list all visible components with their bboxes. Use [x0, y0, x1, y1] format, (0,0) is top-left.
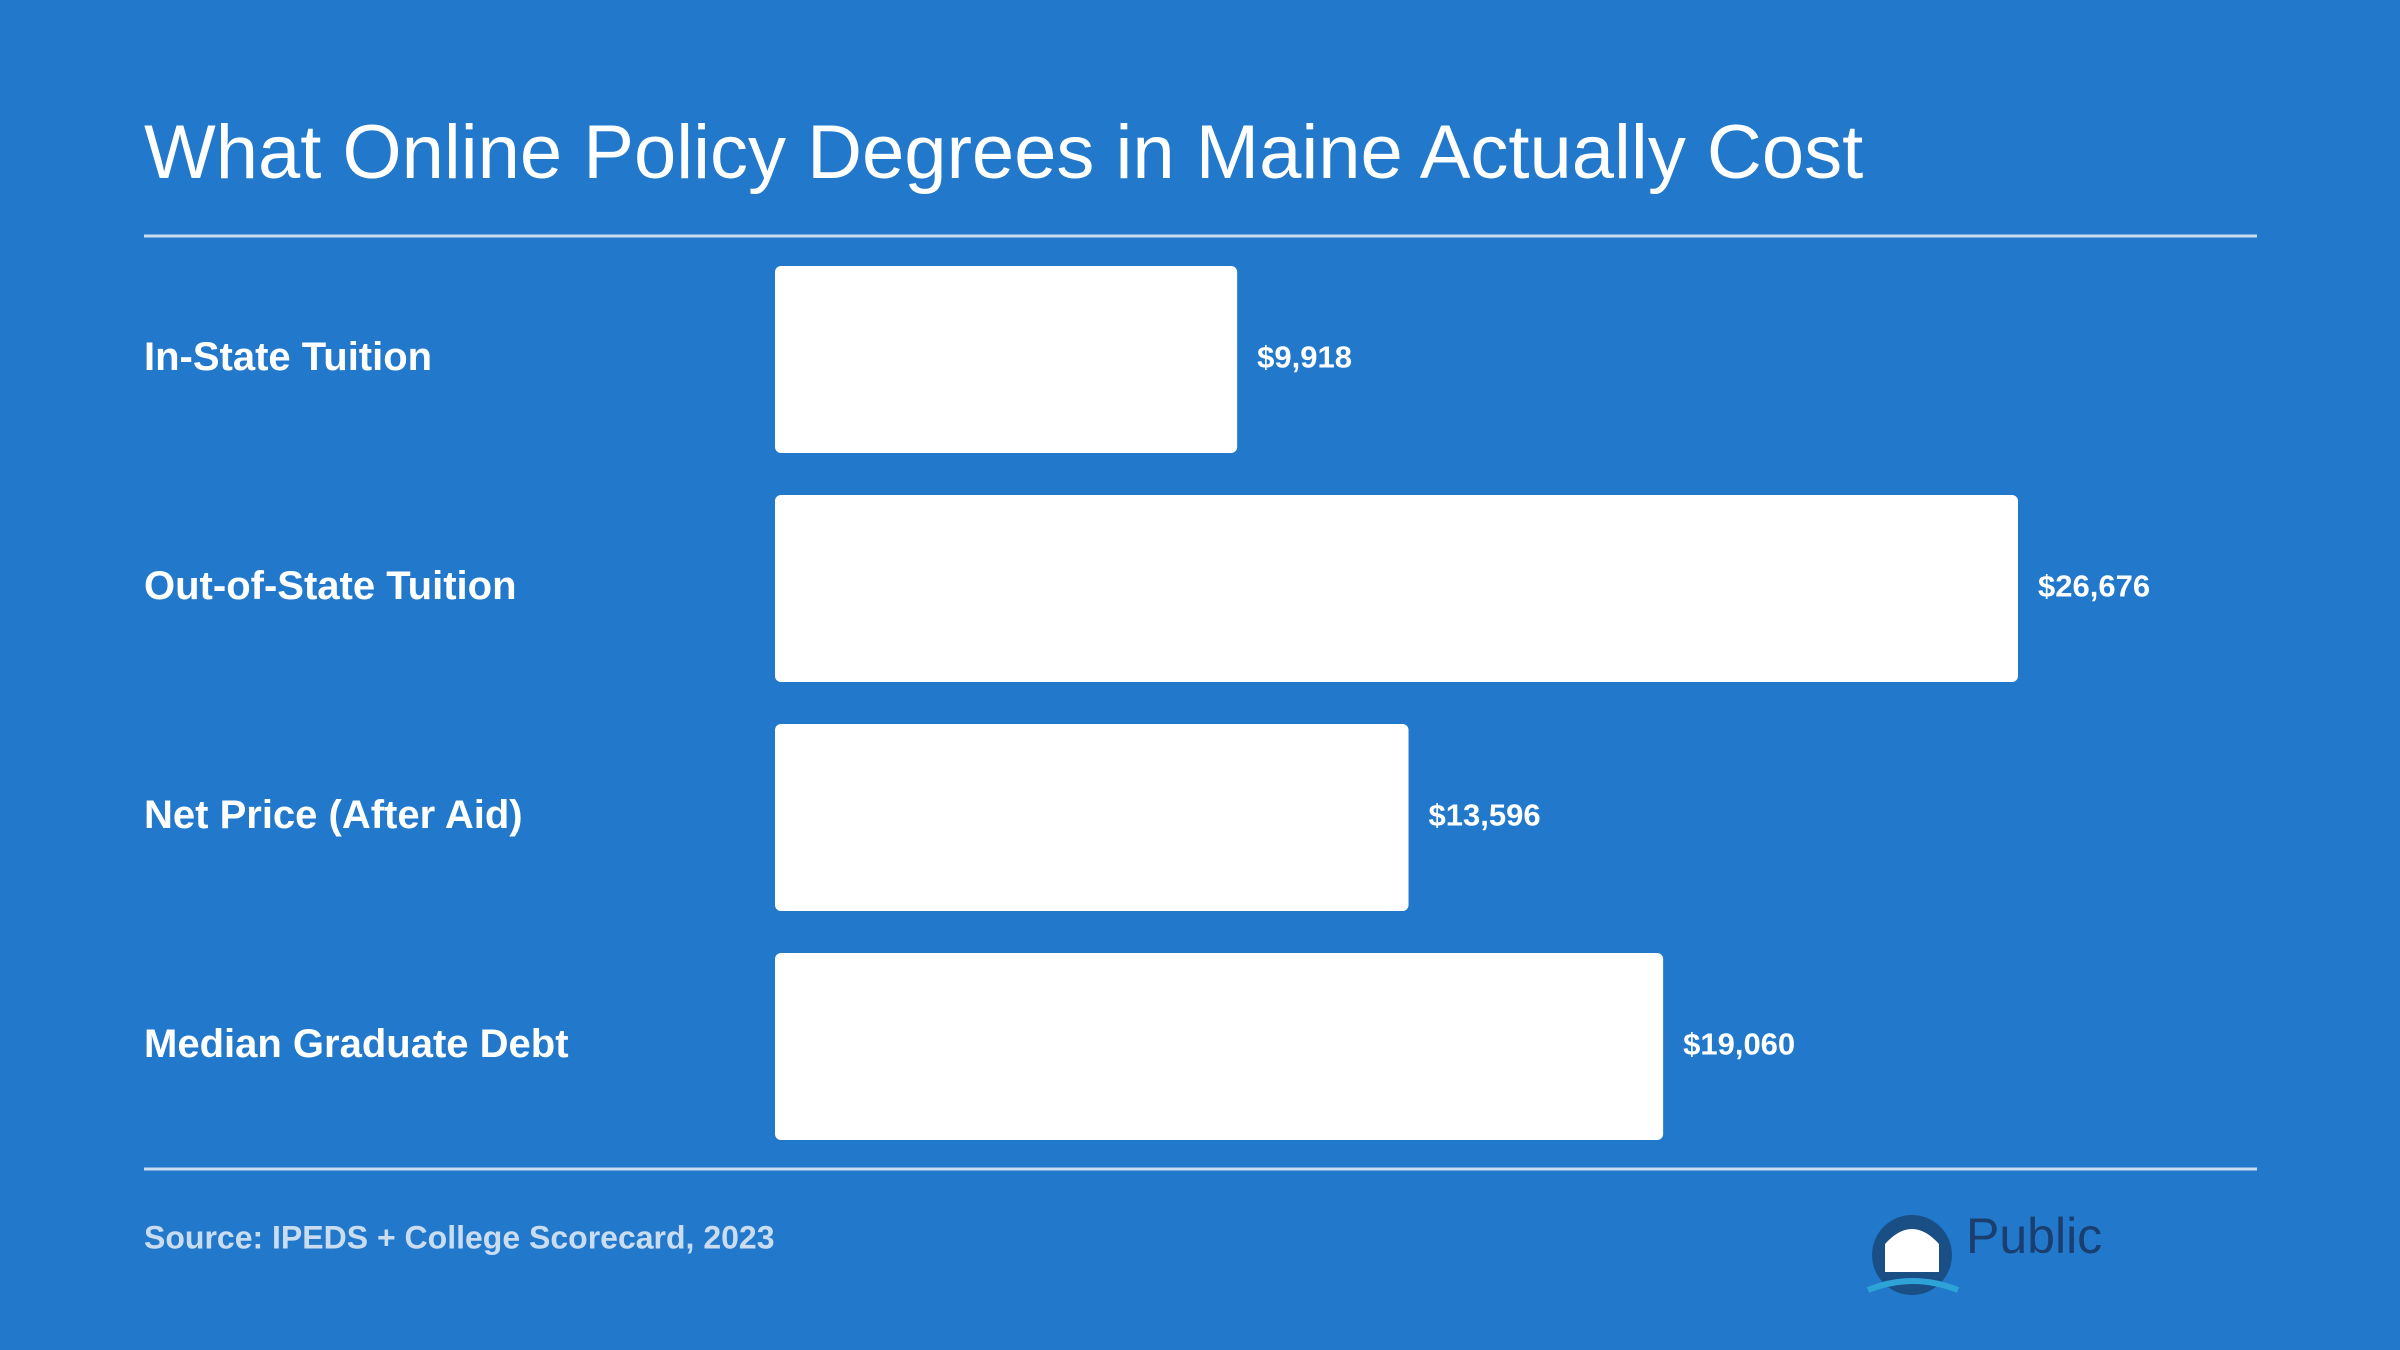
value-label: $9,918 — [1257, 340, 1352, 375]
logo-text: Public — [1966, 1208, 2102, 1264]
chart-title: What Online Policy Degrees in Maine Actu… — [144, 110, 1863, 195]
source: Source: IPEDS + College Scorecard, 2023 — [144, 1219, 775, 1255]
bar — [775, 953, 1664, 1140]
category-label: Median Graduate Debt — [144, 1022, 569, 1066]
category-label: Out-of-State Tuition — [144, 564, 517, 608]
category-label: Net Price (After Aid) — [144, 793, 523, 837]
logo: Public — [1866, 1208, 2102, 1295]
category-label: In-State Tuition — [144, 335, 432, 379]
logo-dome — [1885, 1229, 1939, 1272]
value-label: $13,596 — [1429, 798, 1541, 833]
logo-wave — [1866, 1278, 1960, 1293]
value-label: $19,060 — [1683, 1027, 1795, 1062]
value-label: $26,676 — [2038, 569, 2150, 604]
bar — [775, 495, 2018, 682]
bar — [775, 266, 1238, 453]
bar — [775, 724, 1409, 911]
